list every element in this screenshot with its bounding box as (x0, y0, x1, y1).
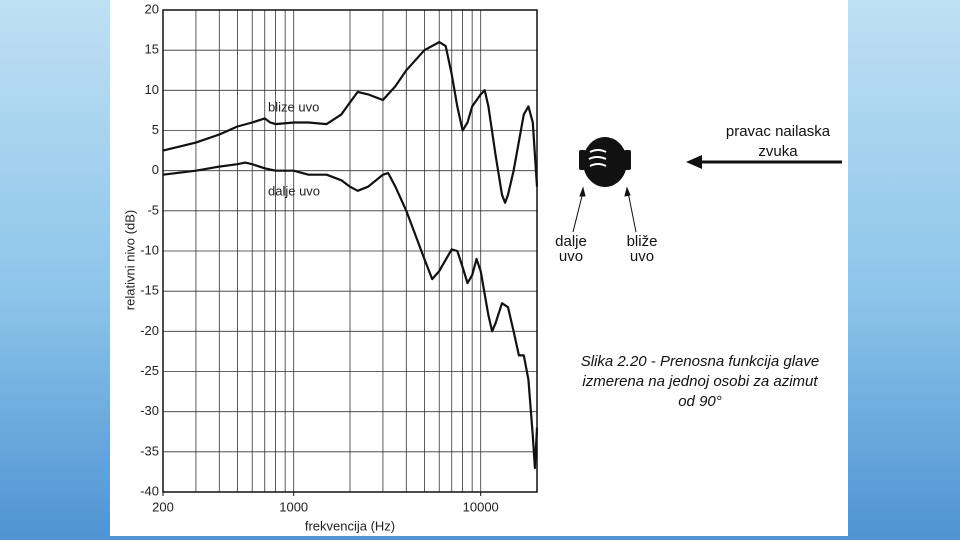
y-tick-label: 15 (145, 42, 159, 57)
series-line (162, 161, 539, 469)
direction-arrow (686, 155, 842, 169)
y-tick-label: -5 (147, 202, 159, 217)
x-axis-label: frekvencija (Hz) (305, 518, 395, 533)
x-tick-label: 1000 (279, 499, 308, 514)
y-tick-label: -20 (140, 323, 159, 338)
far-ear-label: dalje (555, 233, 587, 250)
caption: od 90° (678, 393, 722, 410)
y-tick-label: -35 (140, 443, 159, 458)
y-tick-label: -40 (140, 483, 159, 498)
direction-label: pravac nailaska (726, 123, 831, 140)
near-ear-label: bliže (627, 233, 658, 250)
series-label: dalje uvo (268, 183, 320, 198)
far-ear-label: uvo (559, 248, 583, 265)
y-tick-label: 10 (145, 82, 159, 97)
y-tick-label: -10 (140, 242, 159, 257)
y-tick-label: -30 (140, 403, 159, 418)
caption: Slika 2.20 - Prenosna funkcija glave (581, 353, 819, 370)
x-tick-label: 10000 (463, 499, 499, 514)
series-label: blize uvo (268, 99, 319, 114)
y-tick-label: -25 (140, 363, 159, 378)
y-tick-label: 20 (145, 1, 159, 16)
near-ear-label: uvo (630, 248, 654, 265)
y-tick-label: -15 (140, 283, 159, 298)
y-axis-label: relativni nivo (dB) (122, 210, 137, 310)
plot-frame (162, 9, 538, 493)
series-line (162, 41, 539, 204)
direction-label: zvuka (758, 143, 798, 160)
caption: izmerena na jednoj osobi za azimut (582, 373, 818, 390)
x-tick-label: 200 (152, 499, 174, 514)
y-tick-label: 0 (152, 162, 159, 177)
pointer-arrows (572, 186, 637, 233)
head-icon (579, 130, 631, 187)
y-tick-label: 5 (152, 122, 159, 137)
